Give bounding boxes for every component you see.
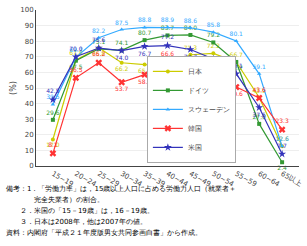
- svg-text:55~59: 55~59: [234, 170, 259, 189]
- svg-text:8.1: 8.1: [48, 141, 58, 148]
- svg-text:30: 30: [25, 116, 34, 124]
- svg-text:３．日本は2008年，他は2007年の値。: ３．日本は2008年，他は2007年の値。: [6, 218, 147, 226]
- svg-text:15~19: 15~19: [50, 170, 75, 189]
- svg-text:100: 100: [20, 6, 33, 14]
- svg-text:67.5: 67.5: [69, 63, 83, 70]
- svg-text:80: 80: [25, 38, 34, 46]
- svg-text:83.7: 83.7: [161, 24, 175, 31]
- svg-text:43.6: 43.6: [253, 86, 267, 93]
- svg-text:79.2: 79.2: [207, 31, 221, 38]
- svg-text:(%): (%): [9, 81, 18, 95]
- svg-text:88.6: 88.6: [184, 17, 198, 24]
- svg-text:43.9: 43.9: [253, 87, 267, 94]
- svg-text:58.6: 58.6: [137, 77, 152, 85]
- svg-text:66.7: 66.7: [229, 51, 243, 58]
- svg-text:88.8: 88.8: [138, 16, 152, 23]
- svg-text:66.2: 66.2: [115, 65, 129, 72]
- svg-text:0: 0: [29, 162, 33, 170]
- svg-text:59.1: 59.1: [229, 61, 243, 69]
- svg-text:37.5: 37.5: [253, 111, 267, 118]
- svg-text:45~49: 45~49: [188, 170, 213, 189]
- svg-text:20~24: 20~24: [73, 170, 98, 189]
- svg-text:75.6: 75.6: [92, 36, 106, 43]
- svg-text:25~29: 25~29: [96, 170, 121, 189]
- svg-text:10: 10: [25, 147, 34, 155]
- svg-text:82.2: 82.2: [92, 27, 106, 34]
- svg-text:50~54: 50~54: [211, 170, 236, 189]
- svg-text:39.5: 39.5: [46, 93, 60, 100]
- svg-text:53.7: 53.7: [115, 85, 129, 92]
- svg-text:67.8: 67.8: [69, 49, 83, 56]
- svg-text:20: 20: [25, 131, 34, 139]
- svg-text:60~64: 60~64: [256, 170, 281, 189]
- svg-text:スウェーデン: スウェーデン: [188, 106, 230, 114]
- svg-text:2.4: 2.4: [277, 164, 287, 171]
- svg-text:59.1: 59.1: [253, 63, 267, 70]
- svg-text:80.7: 80.7: [138, 29, 152, 36]
- svg-text:70.0: 70.0: [69, 45, 83, 52]
- svg-text:42.5: 42.5: [46, 87, 60, 94]
- svg-text:88.9: 88.9: [161, 16, 175, 23]
- svg-text:日本: 日本: [188, 68, 202, 76]
- svg-text:23.3: 23.3: [275, 117, 289, 124]
- svg-text:２．米国の「15－19歳」は，16－19歳。: ２．米国の「15－19歳」は，16－19歳。: [6, 207, 154, 215]
- svg-text:74.1: 74.1: [115, 39, 129, 46]
- svg-text:35~39: 35~39: [142, 170, 167, 189]
- svg-text:7.7: 7.7: [277, 142, 287, 149]
- svg-text:76.7: 76.7: [138, 50, 152, 57]
- svg-text:65以上: 65以上: [279, 170, 303, 188]
- svg-text:75.1: 75.1: [92, 38, 106, 45]
- svg-text:85.8: 85.8: [207, 21, 221, 28]
- svg-text:50.6: 50.6: [229, 90, 243, 98]
- svg-text:12.6: 12.6: [275, 135, 289, 142]
- svg-text:56.5: 56.5: [69, 66, 83, 73]
- svg-text:資料：内閣府「平成２１年度版男女共同参画白書」から作成。: 資料：内閣府「平成２１年度版男女共同参画白書」から作成。: [6, 229, 202, 237]
- svg-text:75.8: 75.8: [92, 50, 106, 57]
- svg-text:米国: 米国: [188, 144, 202, 152]
- svg-text:50: 50: [25, 84, 34, 92]
- svg-text:72.2: 72.2: [207, 42, 221, 49]
- svg-text:87.5: 87.5: [115, 19, 129, 26]
- svg-text:40~44: 40~44: [165, 170, 190, 189]
- svg-text:66.2: 66.2: [92, 50, 106, 57]
- svg-text:65.0: 65.0: [137, 66, 152, 74]
- svg-text:77.2: 77.2: [161, 33, 175, 40]
- svg-text:80.1: 80.1: [230, 30, 244, 37]
- svg-text:40: 40: [25, 100, 34, 108]
- svg-text:66.7: 66.7: [229, 64, 243, 71]
- svg-text:27.0: 27.0: [253, 113, 267, 120]
- svg-text:ドイツ: ドイツ: [188, 87, 209, 95]
- svg-text:66.6: 66.6: [161, 50, 175, 57]
- svg-text:17.0: 17.0: [46, 141, 60, 148]
- svg-text:30~34: 30~34: [119, 170, 144, 189]
- svg-text:12.6: 12.6: [275, 135, 289, 142]
- svg-text:69.7: 69.7: [69, 46, 83, 53]
- svg-text:84.0: 84.0: [184, 24, 198, 31]
- svg-text:70: 70: [25, 53, 34, 61]
- svg-text:71.3: 71.3: [184, 44, 198, 51]
- svg-text:29.6: 29.6: [46, 109, 60, 116]
- svg-text:完全失業者）の割合。: 完全失業者）の割合。: [6, 196, 104, 204]
- svg-text:韓国: 韓国: [188, 125, 202, 133]
- svg-text:備考：1．「労働力率」は，15歳以上人口に占める労働力人口（: 備考：1．「労働力率」は，15歳以上人口に占める労働力人口（就業者＋: [6, 185, 236, 193]
- svg-text:60: 60: [25, 69, 34, 77]
- svg-text:74.0: 74.0: [115, 54, 129, 61]
- svg-text:90: 90: [25, 22, 34, 30]
